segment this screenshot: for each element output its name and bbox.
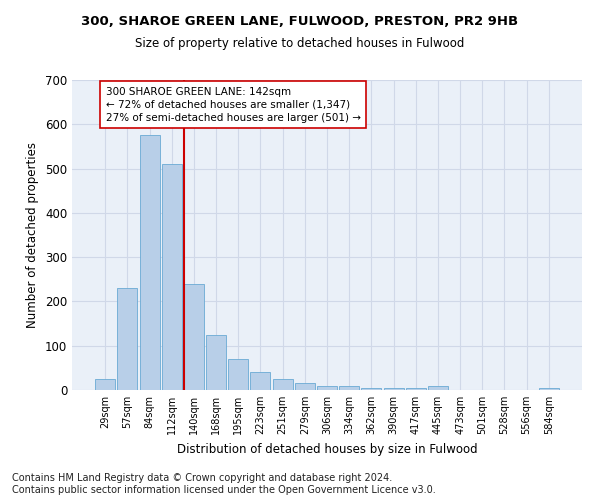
- Bar: [250, 372, 271, 390]
- Bar: [184, 284, 204, 390]
- X-axis label: Distribution of detached houses by size in Fulwood: Distribution of detached houses by size …: [176, 442, 478, 456]
- Bar: [406, 388, 426, 390]
- Text: Size of property relative to detached houses in Fulwood: Size of property relative to detached ho…: [136, 38, 464, 51]
- Bar: [162, 164, 182, 390]
- Bar: [361, 388, 382, 390]
- Bar: [317, 386, 337, 390]
- Bar: [272, 379, 293, 390]
- Bar: [228, 359, 248, 390]
- Bar: [339, 386, 359, 390]
- Bar: [206, 334, 226, 390]
- Text: 300, SHAROE GREEN LANE, FULWOOD, PRESTON, PR2 9HB: 300, SHAROE GREEN LANE, FULWOOD, PRESTON…: [82, 15, 518, 28]
- Y-axis label: Number of detached properties: Number of detached properties: [26, 142, 40, 328]
- Bar: [539, 388, 559, 390]
- Bar: [140, 136, 160, 390]
- Bar: [118, 288, 137, 390]
- Text: Contains HM Land Registry data © Crown copyright and database right 2024.
Contai: Contains HM Land Registry data © Crown c…: [12, 474, 436, 495]
- Bar: [383, 388, 404, 390]
- Bar: [428, 386, 448, 390]
- Bar: [95, 379, 115, 390]
- Text: 300 SHAROE GREEN LANE: 142sqm
← 72% of detached houses are smaller (1,347)
27% o: 300 SHAROE GREEN LANE: 142sqm ← 72% of d…: [106, 86, 361, 123]
- Bar: [295, 384, 315, 390]
